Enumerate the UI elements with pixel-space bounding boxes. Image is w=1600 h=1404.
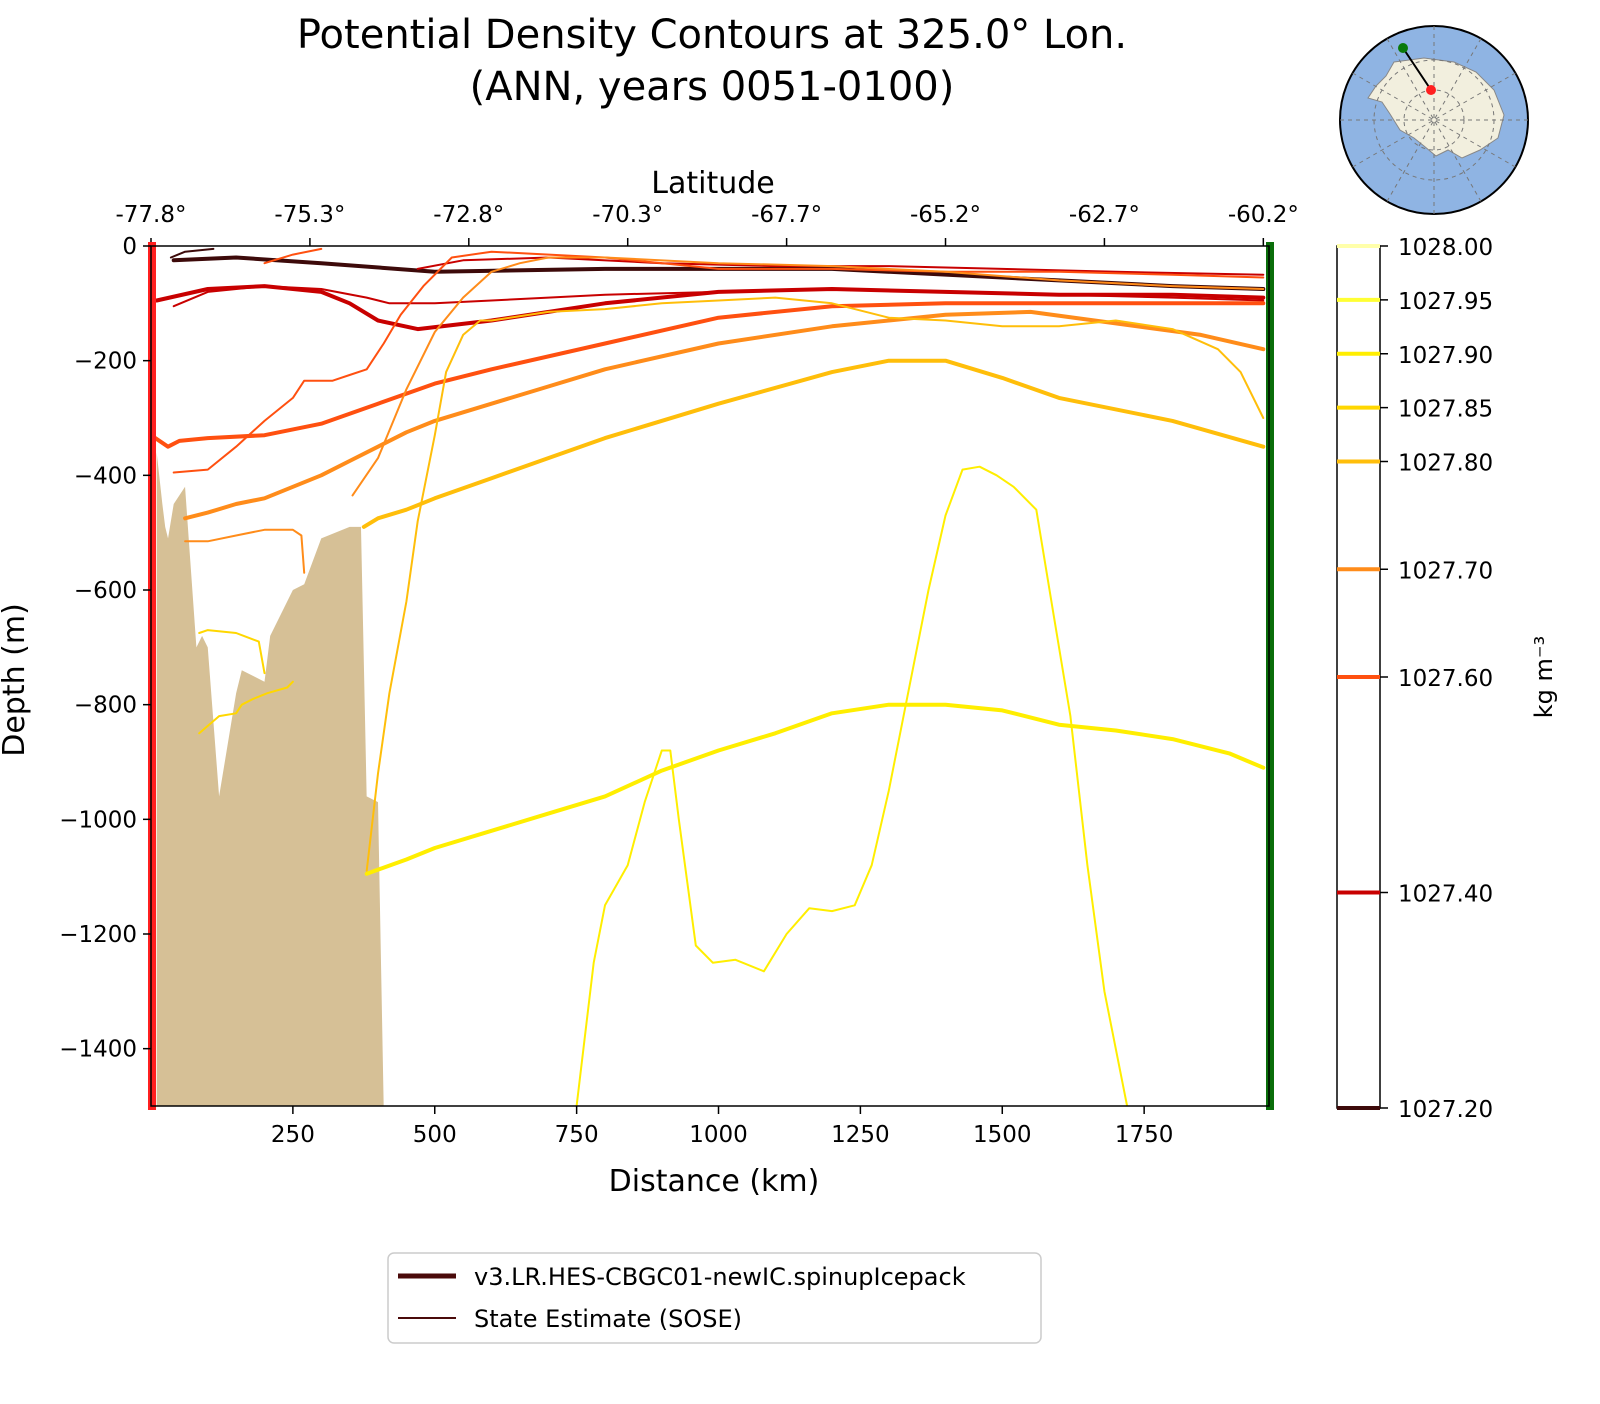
contour-sose-1027-2	[169, 247, 215, 259]
inset-antarctica	[1367, 57, 1505, 159]
y-tick-label: −1400	[59, 1037, 137, 1063]
contour-sose-1027-9	[575, 465, 1129, 1106]
section-markers	[148, 242, 1274, 1110]
colorbar-tick-label: 1028.00	[1398, 235, 1493, 261]
colorbar: 1027.20 1027.40 1027.60 1027.70 1027.80 1027.…	[1336, 235, 1493, 1123]
plot-frame	[150, 245, 1270, 1107]
x-tick-label: 1750	[1115, 1122, 1174, 1148]
antarctic-inset-map	[1339, 25, 1529, 215]
top-tick-label: -62.7°	[1069, 202, 1140, 228]
contour-model-1027-8	[361, 358, 1266, 529]
colorbar-tick-label: 1027.20	[1398, 1097, 1493, 1123]
x-tick-label: 500	[413, 1122, 457, 1148]
top-tick-label: -75.3°	[274, 202, 345, 228]
colorbar-tick-label: 1027.90	[1398, 343, 1493, 369]
contour-model-1027-6	[151, 301, 1266, 449]
legend-frame	[387, 1252, 1042, 1344]
contour-sose-1027-6	[263, 247, 323, 265]
top-tick-label: -77.8°	[115, 202, 186, 228]
contour-sose-1027-6	[172, 250, 1265, 474]
top-tick-label: -72.8°	[433, 202, 504, 228]
y-tick-label: −400	[74, 463, 137, 489]
bathymetry-shape	[156, 452, 384, 1106]
legend-entry-sose: State Estimate (SOSE)	[474, 1305, 742, 1333]
contour-sose-1027-85	[198, 680, 294, 735]
x-tick-label: 1500	[973, 1122, 1032, 1148]
contour-model-1027-7	[183, 309, 1266, 521]
contour-sose-1027-4	[172, 285, 1265, 308]
x-axis-label: Distance (km)	[609, 1164, 820, 1199]
y-tick-label: −1000	[59, 807, 137, 833]
y-axis-label: Depth (m)	[0, 603, 32, 757]
contour-sose-1027-7	[184, 528, 306, 574]
colorbar-tick-label: 1027.70	[1398, 558, 1493, 584]
section-start-marker	[148, 242, 156, 1110]
inset-start-marker	[1426, 85, 1436, 95]
contour-sose-1027-85	[198, 629, 266, 675]
top-tick-label: -65.2°	[910, 202, 981, 228]
top-tick-label: -60.2°	[1228, 202, 1299, 228]
top-tick-label: -70.3°	[592, 202, 663, 228]
plot-area	[148, 242, 1274, 1110]
contour-sose-1027-8	[365, 296, 1265, 872]
colorbar-tick-label: 1027.85	[1398, 397, 1493, 423]
colorbar-tick-label: 1027.60	[1398, 666, 1493, 692]
bathymetry-layer	[156, 452, 384, 1106]
x-tick-label: 1250	[831, 1122, 890, 1148]
section-end-marker	[1266, 242, 1274, 1110]
colorbar-label: kg m⁻³	[1530, 636, 1558, 718]
x-tick-label: 750	[555, 1122, 599, 1148]
y-tick-label: 0	[122, 234, 137, 260]
colorbar-tick-label: 1027.40	[1398, 882, 1493, 908]
y-tick-label: −600	[74, 578, 137, 604]
contour-sose-1027-4	[416, 256, 1265, 276]
inset-section-line	[1402, 47, 1432, 91]
y-tick-label: −1200	[59, 922, 137, 948]
x-tick-label: 1000	[689, 1122, 748, 1148]
contour-sose-1027-7	[351, 256, 1265, 497]
depth-axis: 0 −200 −400 −600 −800 −1000 −1200 −1400	[59, 234, 151, 1063]
inset-end-marker	[1398, 43, 1408, 53]
y-tick-label: −800	[74, 693, 137, 719]
y-tick-label: −200	[74, 349, 137, 375]
contour-model-1027-9	[364, 702, 1266, 876]
chart-title-line-1: Potential Density Contours at 325.0° Lon…	[297, 12, 1127, 58]
x-tick-label: 250	[271, 1122, 315, 1148]
contour-lines	[151, 247, 1266, 1106]
distance-axis: 250 500 750 1000 1250 1500 1750	[271, 1106, 1173, 1148]
latitude-axis-label: Latitude	[651, 166, 774, 201]
chart-title-line-2: (ANN, years 0051-0100)	[470, 64, 955, 110]
colorbar-tick-label: 1027.95	[1398, 289, 1493, 315]
latitude-axis: -77.8° -75.3° -72.8° -70.3° -67.7° -65.2° -62.…	[115, 202, 1299, 246]
top-tick-label: -67.7°	[751, 202, 822, 228]
colorbar-tick-label: 1027.80	[1398, 451, 1493, 477]
legend: v3.LR.HES-CBGC01-newIC.spinupIcepack Sta…	[387, 1252, 1042, 1344]
legend-entry-model: v3.LR.HES-CBGC01-newIC.spinupIcepack	[474, 1263, 966, 1291]
